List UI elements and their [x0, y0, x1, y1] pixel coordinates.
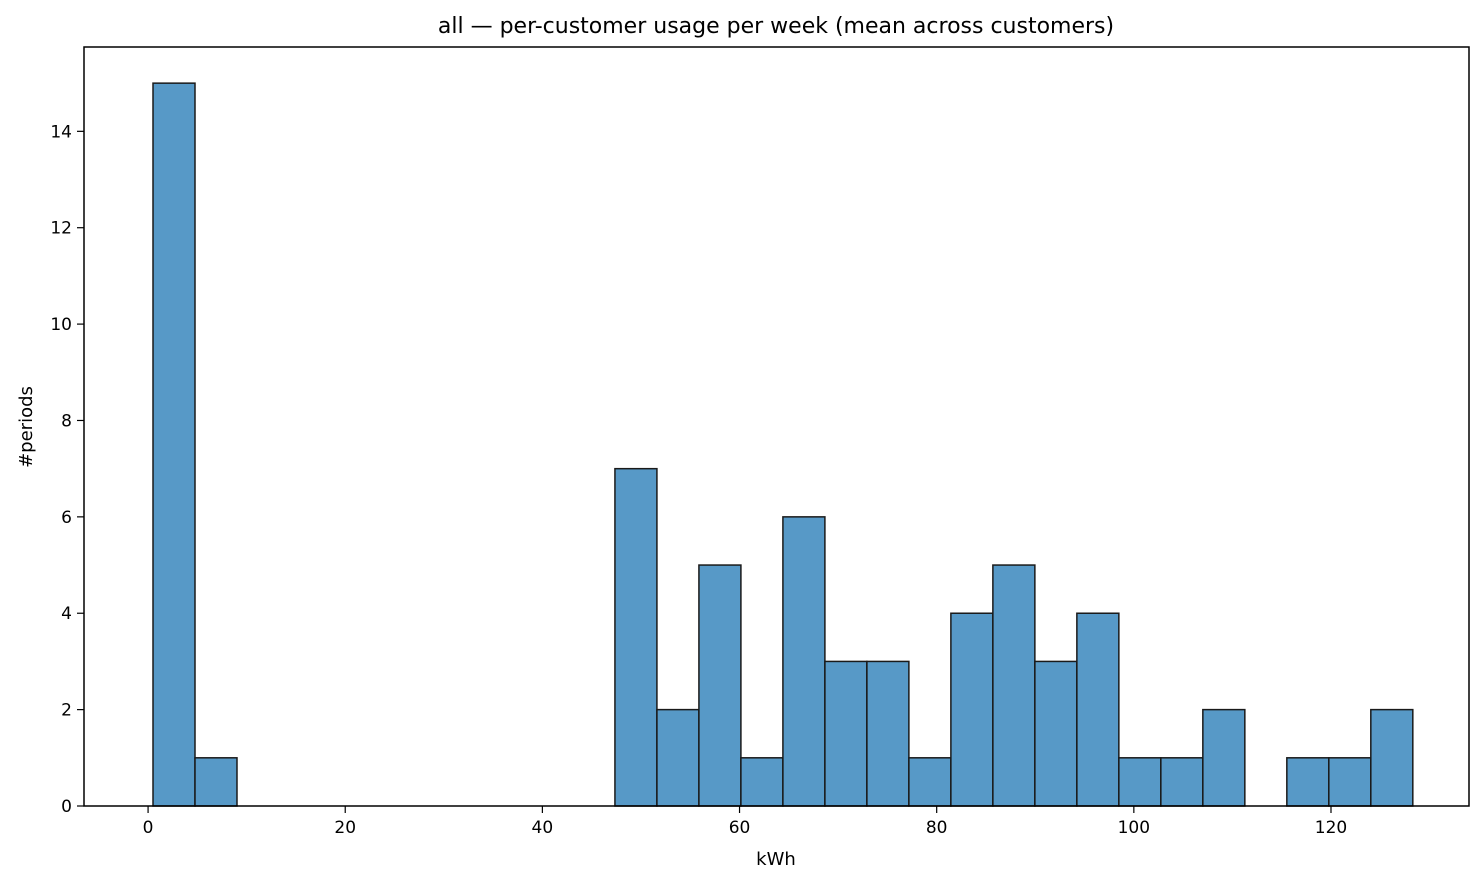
- histogram-bar-18: [908, 757, 952, 807]
- y-axis: 0 2 4 6 8 10 12 14: [50, 122, 84, 817]
- x-axis: 0 20 40 60 80 100 120: [143, 806, 1347, 838]
- histogram-bar-13: [698, 564, 742, 807]
- x-tick-label: 60: [729, 818, 751, 838]
- chart-title: all — per-customer usage per week (mean …: [438, 14, 1114, 39]
- histogram-bar-27: [1286, 757, 1330, 807]
- y-tick-label: 10: [50, 315, 72, 335]
- histogram-bar-21: [1034, 660, 1078, 807]
- x-tick-label: 0: [143, 818, 154, 838]
- histogram-bar-20: [992, 564, 1036, 807]
- histogram-bar-24: [1160, 757, 1204, 807]
- histogram-bar-28: [1328, 757, 1372, 807]
- histogram-bar-16: [824, 660, 868, 807]
- histogram-bar-25: [1202, 708, 1246, 807]
- histogram-bar-29: [1370, 708, 1414, 807]
- histogram-bar-15: [782, 516, 826, 807]
- histogram-bar-17: [866, 660, 910, 807]
- histogram-bar-12: [656, 708, 700, 807]
- histogram-bar-11: [614, 467, 658, 807]
- x-tick-label: 120: [1315, 818, 1347, 838]
- histogram-bar-19: [950, 612, 994, 807]
- plot-frame: [83, 46, 1470, 807]
- y-tick-label: 12: [50, 219, 72, 239]
- y-tick-label: 2: [61, 701, 72, 721]
- histogram-bar-22: [1076, 612, 1120, 807]
- histogram-bar-1: [194, 757, 238, 807]
- x-tick-label: 40: [532, 818, 554, 838]
- histogram-bar-14: [740, 757, 784, 807]
- x-tick-label: 100: [1118, 818, 1150, 838]
- y-tick-label: 0: [61, 797, 72, 817]
- y-tick-label: 14: [50, 122, 72, 142]
- y-tick-label: 8: [61, 411, 72, 431]
- histogram-bar-23: [1118, 757, 1162, 807]
- y-axis-label: #periods: [16, 386, 37, 468]
- x-tick-label: 20: [334, 818, 356, 838]
- histogram-bar-0: [152, 82, 196, 807]
- bars-group: [152, 82, 1414, 807]
- y-tick-label: 4: [61, 604, 72, 624]
- x-axis-label: kWh: [756, 849, 796, 870]
- y-tick-label: 6: [61, 508, 72, 528]
- x-tick-label: 80: [926, 818, 948, 838]
